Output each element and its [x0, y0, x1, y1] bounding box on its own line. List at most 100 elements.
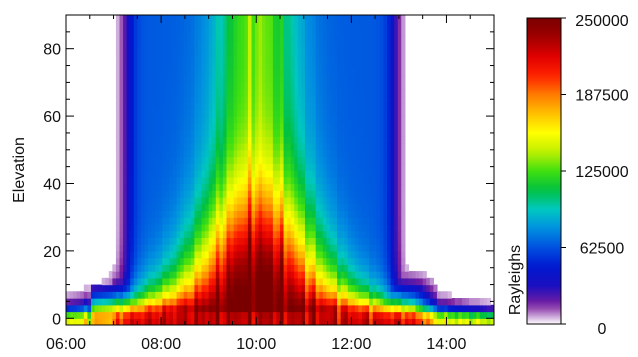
heatmap-cell [219, 62, 224, 70]
heatmap-cell [130, 41, 135, 50]
heatmap-cell [379, 244, 385, 252]
heatmap-cell [197, 62, 203, 70]
heatmap-cell [340, 190, 345, 198]
heatmap-cell [369, 237, 374, 245]
heatmap-cell [369, 122, 374, 131]
heatmap-cell [180, 109, 185, 117]
heatmap-cell [265, 210, 270, 218]
heatmap-cell [337, 116, 342, 124]
heatmap-cell [173, 163, 178, 171]
heatmap-cell [219, 210, 224, 218]
heatmap-cell [197, 284, 203, 292]
heatmap-cell [194, 95, 199, 104]
heatmap-cell [308, 48, 313, 57]
heatmap-cell [126, 156, 131, 164]
heatmap-cell [301, 217, 306, 225]
heatmap-cell [276, 55, 281, 63]
heatmap-cell [130, 143, 135, 151]
heatmap-cell [287, 318, 292, 325]
heatmap-cell [387, 217, 392, 225]
heatmap-cell [137, 203, 142, 212]
heatmap-cell [354, 15, 360, 23]
heatmap-cell [226, 95, 231, 104]
heatmap-cell [319, 122, 324, 131]
heatmap-cell [205, 244, 210, 252]
heatmap-cell [212, 237, 217, 245]
heatmap-cell [372, 122, 377, 131]
heatmap-cell [230, 68, 235, 77]
heatmap-cell [358, 28, 363, 36]
heatmap-cell [169, 122, 174, 131]
heatmap-cell [287, 75, 292, 83]
heatmap-cell [340, 244, 345, 252]
heatmap-cell [308, 163, 313, 171]
heatmap-cell [333, 257, 338, 265]
heatmap-cell [379, 55, 385, 63]
heatmap-cell [190, 116, 195, 124]
heatmap-cell [362, 196, 367, 205]
heatmap-cell [197, 250, 203, 259]
heatmap-cell [369, 15, 374, 23]
heatmap-cell [165, 196, 171, 205]
heatmap-cell [379, 21, 385, 30]
heatmap-cell [326, 230, 331, 238]
heatmap-cell [247, 95, 253, 104]
heatmap-cell [347, 89, 352, 97]
heatmap-cell [133, 183, 138, 191]
heatmap-cell [436, 318, 442, 325]
heatmap-cell [379, 95, 385, 104]
heatmap-cell [197, 15, 203, 23]
heatmap-cell [312, 68, 317, 77]
heatmap-cell [315, 250, 320, 259]
heatmap-cell [176, 176, 181, 185]
heatmap-cell [258, 277, 263, 286]
heatmap-cell [301, 163, 306, 171]
heatmap-cell [205, 230, 210, 238]
heatmap-cell [183, 190, 188, 198]
heatmap-cell [308, 75, 313, 83]
heatmap-cell [372, 223, 377, 232]
heatmap-cell [190, 170, 195, 178]
heatmap-cell [479, 311, 484, 319]
heatmap-cell [390, 28, 395, 36]
heatmap-cell [304, 311, 310, 319]
heatmap-cell [304, 250, 310, 259]
heatmap-cell [351, 318, 356, 325]
heatmap-cell [458, 304, 463, 313]
heatmap-cell [233, 55, 238, 63]
heatmap-cell [315, 304, 320, 313]
heatmap-cell [337, 55, 342, 63]
heatmap-cell [226, 176, 231, 185]
heatmap-cell [222, 102, 228, 110]
heatmap-cell [379, 318, 385, 325]
heatmap-cell [144, 89, 149, 97]
heatmap-cell [308, 170, 313, 178]
heatmap-cell [144, 95, 149, 104]
heatmap-cell [222, 230, 228, 238]
heatmap-cell [162, 284, 167, 292]
heatmap-cell [351, 89, 356, 97]
heatmap-cell [390, 55, 395, 63]
heatmap-cell [190, 223, 195, 232]
heatmap-cell [194, 35, 199, 43]
heatmap-cell [315, 129, 320, 137]
heatmap-cell [372, 75, 377, 83]
heatmap-cell [290, 143, 295, 151]
heatmap-cell [201, 55, 206, 63]
heatmap-cell [190, 250, 195, 259]
heatmap-cell [176, 223, 181, 232]
heatmap-cell [119, 257, 124, 265]
heatmap-cell [212, 196, 217, 205]
heatmap-cell [187, 82, 192, 90]
heatmap-cell [301, 109, 306, 117]
heatmap-cell [276, 136, 281, 144]
heatmap-cell [379, 149, 385, 158]
heatmap-cell [244, 244, 249, 252]
heatmap-cell [387, 35, 392, 43]
heatmap-cell [165, 257, 171, 265]
heatmap-cell [222, 311, 228, 319]
heatmap-cell [287, 149, 292, 158]
heatmap-cell [137, 21, 142, 30]
heatmap-cell [201, 210, 206, 218]
